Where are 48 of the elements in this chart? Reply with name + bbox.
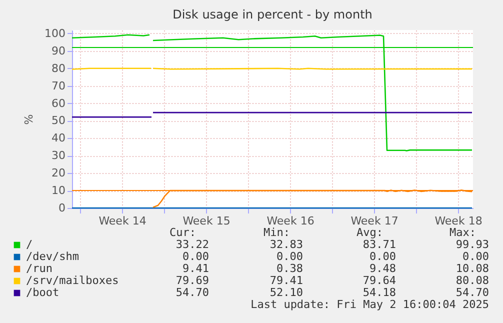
text: 54.70	[456, 286, 489, 299]
y-tick-label: 70	[52, 79, 66, 92]
x-tick-label: Week 14	[98, 214, 146, 228]
y-tick-label: 90	[52, 44, 66, 58]
text: 54.18	[362, 286, 396, 299]
text: Avg:	[356, 226, 383, 239]
text: Max:	[450, 226, 476, 239]
text: 54.70	[176, 286, 209, 299]
y-tick-label: 100	[44, 26, 66, 40]
text: 10.08	[456, 262, 489, 275]
text: 99.93	[456, 238, 489, 251]
text: 32.83	[270, 238, 303, 251]
text: Min:	[264, 226, 290, 239]
text: 33.22	[176, 238, 209, 251]
x-tick-label: Week 18	[434, 214, 482, 228]
text: 0.38	[276, 262, 303, 275]
y-tick-label: 10	[52, 184, 66, 198]
legend-label: /run	[26, 262, 52, 275]
y-tick-label: 0	[58, 202, 66, 214]
x-tick-label: Week 16	[266, 214, 314, 228]
y-tick-label: 60	[52, 96, 66, 110]
text: 0.00	[462, 250, 489, 263]
text: 52.10	[270, 286, 303, 299]
legend-label: /	[26, 238, 33, 251]
x-tick-label: Week 17	[350, 214, 398, 228]
text: 9.41	[182, 262, 209, 275]
text: 9.48	[370, 262, 396, 275]
y-tick-label: 20	[52, 166, 66, 180]
legend-label: /srv/mailboxes	[26, 274, 119, 287]
text: 0.00	[370, 250, 396, 263]
chart-title: Disk usage in percent - by month	[172, 7, 372, 22]
text: 83.71	[362, 238, 396, 251]
text: 0.00	[276, 250, 303, 263]
x-tick-label: Week 15	[182, 214, 230, 228]
text: Last update: Fri May 2 16:00:04 2025	[250, 298, 489, 311]
text: 79.41	[270, 274, 303, 287]
y-tick-label: 50	[52, 114, 66, 128]
y-tick-label: 40	[52, 132, 66, 145]
text: 79.64	[362, 274, 396, 287]
text: Cur:	[170, 226, 196, 239]
text: 80.08	[456, 274, 489, 287]
text: 79.69	[176, 274, 209, 287]
legend-label: /dev/shm	[26, 250, 80, 263]
y-tick-label: 30	[52, 149, 66, 162]
text: 0.00	[182, 250, 209, 263]
legend-label: /boot	[26, 286, 60, 299]
y-tick-label: 80	[52, 62, 66, 75]
y-axis-title: %	[22, 114, 36, 125]
